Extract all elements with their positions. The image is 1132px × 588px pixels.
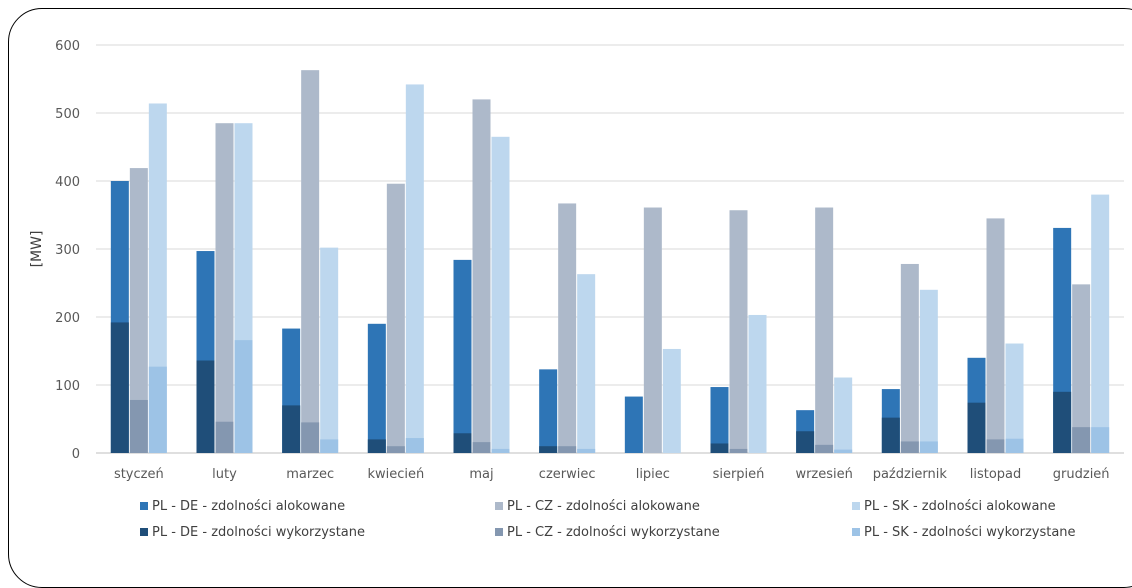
- bar-pl-sk-used: [919, 441, 938, 453]
- bar-pl-cz-used: [558, 446, 577, 453]
- bar-pl-sk-allocated: [834, 377, 853, 453]
- bar-pl-sk-used: [1005, 438, 1024, 453]
- x-tick-label: wrzesień: [795, 467, 852, 482]
- bar-pl-cz-allocated: [301, 70, 320, 453]
- bar-pl-cz-allocated: [558, 203, 577, 453]
- bar-pl-cz-used: [215, 421, 234, 453]
- x-tick-label: maj: [469, 467, 493, 482]
- bar-pl-sk-used: [834, 449, 853, 453]
- x-axis-ticks: styczeń luty marzec kwiecień maj czerwiec lipi…: [114, 467, 1110, 482]
- bar-pl-sk-used: [405, 438, 424, 453]
- bar-pl-cz-allocated: [986, 218, 1005, 453]
- bar-pl-de-allocated: [453, 259, 472, 453]
- y-tick-label: 200: [55, 311, 80, 326]
- bar-pl-cz-allocated: [815, 207, 834, 453]
- x-tick-label: marzec: [286, 467, 334, 482]
- bar-pl-cz-used: [986, 439, 1005, 453]
- y-axis-ticks: 0 100 200 300 400 500 600: [55, 39, 80, 462]
- bar-pl-sk-used: [320, 439, 339, 453]
- bar-pl-sk-allocated: [662, 348, 681, 453]
- bar-pl-sk-used: [148, 366, 167, 453]
- bar-pl-cz-used: [386, 446, 405, 453]
- x-tick-label: listopad: [970, 467, 1022, 482]
- bar-pl-de-used: [710, 443, 729, 453]
- bar-pl-sk-allocated: [1005, 343, 1024, 453]
- bar-pl-cz-used: [129, 399, 148, 453]
- bar-pl-sk-used: [577, 448, 596, 453]
- x-tick-label: październik: [873, 467, 948, 482]
- bar-pl-de-used: [1053, 391, 1072, 453]
- bar-pl-de-used: [196, 360, 215, 453]
- bar-pl-sk-used: [234, 340, 253, 453]
- bars: [110, 70, 1110, 454]
- bar-pl-cz-allocated: [386, 183, 405, 453]
- bar-pl-de-allocated: [624, 396, 643, 453]
- bar-pl-de-allocated: [710, 387, 729, 453]
- bar-pl-cz-allocated: [729, 210, 748, 453]
- bar-pl-cz-used: [1072, 427, 1091, 453]
- y-tick-label: 100: [55, 379, 80, 394]
- bar-pl-cz-used: [301, 422, 320, 453]
- bar-pl-de-used: [796, 431, 815, 453]
- x-tick-label: sierpień: [713, 467, 765, 482]
- bar-pl-cz-allocated: [472, 99, 491, 454]
- bar-pl-cz-allocated: [1072, 284, 1091, 453]
- bar-chart: 0 100 200 300 400 500 600 styczeń luty marzec kwi…: [29, 39, 1124, 482]
- bar-pl-cz-allocated: [900, 263, 919, 453]
- bar-pl-sk-allocated: [748, 314, 767, 453]
- bar-pl-cz-allocated: [643, 207, 662, 453]
- bar-pl-de-allocated: [367, 323, 386, 453]
- bar-pl-sk-allocated: [491, 136, 510, 454]
- bar-pl-de-used: [539, 446, 558, 453]
- bar-pl-cz-used: [900, 441, 919, 453]
- bar-pl-de-used: [282, 405, 301, 453]
- bar-pl-cz-used: [472, 442, 491, 453]
- x-tick-label: czerwiec: [539, 467, 596, 482]
- y-tick-label: 500: [55, 107, 80, 122]
- bar-pl-sk-allocated: [919, 289, 938, 453]
- x-tick-label: kwiecień: [367, 467, 424, 482]
- bar-pl-cz-used: [815, 444, 834, 453]
- bar-pl-sk-allocated: [148, 103, 167, 453]
- y-tick-label: 0: [72, 447, 80, 462]
- bar-pl-de-used: [110, 322, 129, 453]
- y-tick-label: 600: [55, 39, 80, 54]
- y-tick-label: 400: [55, 175, 80, 190]
- bar-pl-sk-allocated: [1091, 194, 1110, 453]
- bar-pl-cz-allocated: [215, 123, 234, 453]
- bar-pl-de-used: [367, 439, 386, 453]
- bar-pl-sk-used: [1091, 427, 1110, 453]
- x-tick-label: lipiec: [636, 467, 670, 482]
- bar-pl-sk-used: [491, 448, 510, 453]
- bar-pl-sk-allocated: [320, 247, 339, 453]
- x-tick-label: grudzień: [1053, 467, 1110, 482]
- y-axis-label: [MW]: [29, 231, 45, 268]
- bar-pl-de-used: [881, 417, 900, 453]
- bar-pl-de-used: [453, 433, 472, 453]
- gridlines: [96, 44, 1124, 454]
- bar-pl-cz-used: [729, 448, 748, 453]
- x-tick-label: luty: [212, 467, 237, 482]
- bar-pl-sk-allocated: [577, 274, 596, 453]
- bar-pl-sk-allocated: [405, 84, 424, 453]
- y-tick-label: 300: [55, 243, 80, 258]
- x-tick-label: styczeń: [114, 467, 164, 482]
- bar-pl-de-allocated: [539, 369, 558, 453]
- bar-pl-de-used: [967, 402, 986, 453]
- bar-pl-cz-allocated: [129, 168, 148, 453]
